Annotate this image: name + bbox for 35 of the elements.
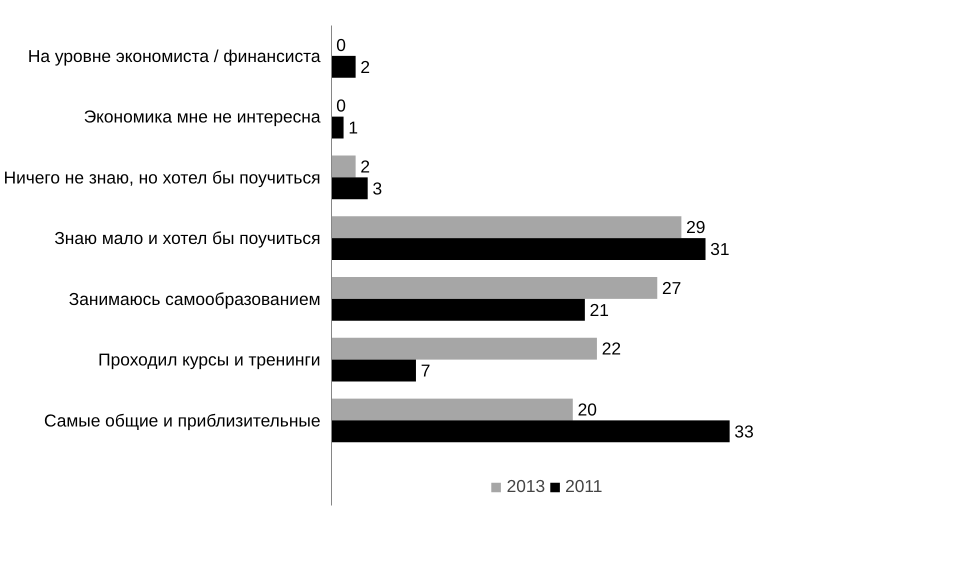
bar — [332, 177, 368, 200]
data-label: 21 — [590, 300, 609, 320]
data-label: 7 — [420, 360, 430, 381]
bar — [332, 298, 585, 321]
data-label: 22 — [602, 338, 621, 359]
bar — [332, 360, 416, 382]
data-label: 27 — [662, 278, 682, 298]
data-label: 1 — [348, 118, 358, 138]
data-label: 20 — [578, 400, 597, 420]
data-label: 0 — [336, 96, 346, 116]
bar — [332, 56, 356, 78]
bar — [332, 216, 682, 238]
data-label: 33 — [734, 421, 754, 442]
data-label: 0 — [336, 34, 346, 55]
data-label: 29 — [686, 217, 706, 238]
data-label: 2 — [360, 56, 370, 77]
data-label: 2 — [360, 156, 370, 176]
legend-label: 2013 — [506, 476, 546, 497]
bar — [332, 338, 597, 360]
bar — [332, 420, 730, 442]
bar — [332, 238, 706, 260]
bar — [332, 156, 356, 178]
y-tick-label: Самые общие и приблизительные — [44, 410, 321, 430]
bar — [332, 398, 573, 420]
y-tick-label: На уровне экономиста / финансиста — [28, 46, 321, 66]
data-label: 3 — [372, 178, 382, 198]
y-tick-label: Проходил курсы и тренинги — [98, 350, 321, 370]
legend-label: 2011 — [565, 476, 602, 497]
data-label: 31 — [710, 239, 730, 260]
bar — [332, 116, 344, 139]
y-tick-label: Ничего не знаю, но хотел бы поучиться — [4, 167, 321, 188]
y-tick-label: Занимаюсь самообразованием — [68, 288, 321, 309]
bar — [332, 277, 658, 299]
y-tick-label: Знаю мало и хотел бы поучиться — [54, 228, 321, 248]
y-tick-label: Экономика мне не интересна — [84, 106, 321, 127]
